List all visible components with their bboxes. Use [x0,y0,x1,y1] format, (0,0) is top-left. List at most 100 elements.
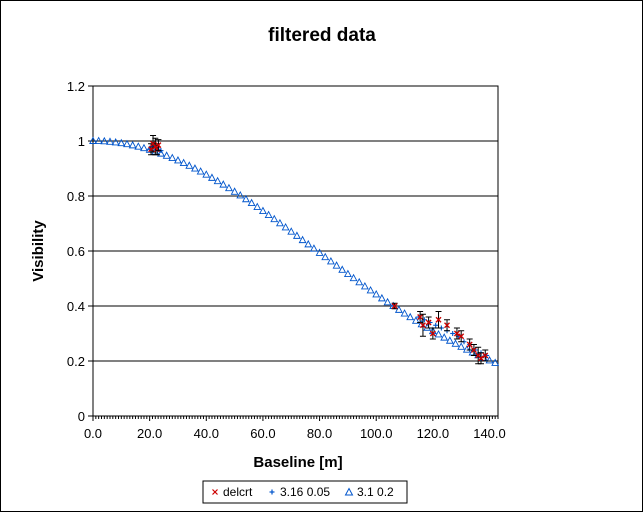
triangle-point [270,214,279,223]
y-axis-label: Visibility [30,220,47,282]
triangle-point [100,136,109,145]
x-marker [470,347,477,353]
triangle-point [94,136,103,145]
x-axis-label: Baseline [m] [253,454,342,471]
triangle-point [343,269,352,277]
triangle-point [309,244,318,252]
x-marker [475,352,482,359]
legend-label: 3.1 0.2 [357,485,394,499]
triangle-point [258,206,267,214]
x-tick-label: 120.0 [417,426,450,441]
x-marker [453,330,460,337]
x-tick-label: 0.0 [84,426,102,441]
triangle-point [236,191,245,199]
triangle-point [247,198,256,207]
triangle-point [360,281,369,290]
y-tick-label: 0 [78,409,85,424]
x-tick-label: 40.0 [194,426,219,441]
triangle-point [157,149,165,157]
triangle-point [400,309,409,317]
triangle-point [111,137,120,146]
x-marker [150,140,157,147]
triangle-point [377,293,386,302]
triangle-point [208,173,216,181]
triangle-point [355,277,364,286]
x-tick-label: 140.0 [473,426,506,441]
triangle-point [185,161,194,169]
triangle-point [338,265,347,273]
x-marker [425,319,432,326]
triangle-point [411,316,420,324]
triangle-point [326,256,335,265]
triangle-point [440,333,449,341]
triangle-point [287,227,296,235]
x-marker [429,330,436,337]
triangle-point [457,342,466,350]
delcrt-point [458,330,465,343]
triangle-point [462,345,471,353]
triangle-point [134,142,143,150]
legend-item-3-1-0-2: 3.1 0.2 [344,485,394,499]
delcrt-point [453,327,460,340]
triangle-point [123,139,131,148]
delcrt-point [435,311,442,329]
triangle-point [292,231,301,239]
triangle-point [394,305,403,313]
y-tick-label: 0.8 [67,189,85,204]
delcrt-point [444,319,451,332]
x-marker [419,322,426,329]
x-marker [155,142,162,149]
legend: delcrt 3.16 0.05 3.1 0.2 [202,480,408,504]
x-tick-label: 100.0 [360,426,393,441]
triangle-point [491,358,500,366]
legend-item-3-16-0-05: 3.16 0.05 [269,485,330,499]
y-tick-label: 1.2 [67,79,85,94]
triangle-point [224,183,233,192]
triangle-point [106,137,114,145]
triangle-point [281,223,290,231]
triangle-point [275,218,284,227]
x-marker [482,352,489,359]
chart-title: filtered data [268,25,376,46]
delcrt-point [482,349,489,362]
triangle-point [366,285,375,294]
triangle-point [349,273,358,282]
legend-marker-triangle [344,487,354,496]
plus-point [433,322,439,328]
triangle-point [117,138,126,147]
triangle-point [191,164,199,172]
triangle-point [219,180,228,188]
y-tick-label: 0.2 [67,354,85,369]
triangle-point [202,170,211,178]
delcrt-point [466,338,473,351]
triangle-point [372,289,381,298]
triangle-point [298,235,307,244]
legend-marker-x [212,489,218,495]
triangle-point [196,167,205,175]
legend-label: delcrt [223,485,253,499]
gridlines [93,140,498,362]
y-axis-ticks: 0 0.2 0.4 0.6 0.8 1 1.2 [67,79,93,424]
delcrt-point [429,327,436,340]
triangle-point [434,329,443,338]
triangle-point [383,297,392,306]
triangle-point [406,312,415,321]
triangle-point [168,153,177,161]
x-marker [478,355,484,362]
y-tick-label: 1 [78,134,85,149]
triangle-point [451,339,460,347]
y-tick-label: 0.6 [67,244,85,259]
triangle-point [332,261,341,269]
x-tick-label: 80.0 [307,426,332,441]
x-marker [466,341,473,348]
legend-box [202,480,408,504]
triangle-point [140,143,148,152]
triangle-point [230,187,239,195]
delcrt-point [155,139,162,152]
delcrt-point [391,302,398,310]
triangle-point [315,248,324,256]
x-axis-ticks: 0.0 20.0 40.0 60.0 80.0 100.0 120.0 140.0 [84,416,506,441]
triangle-point [445,336,454,344]
